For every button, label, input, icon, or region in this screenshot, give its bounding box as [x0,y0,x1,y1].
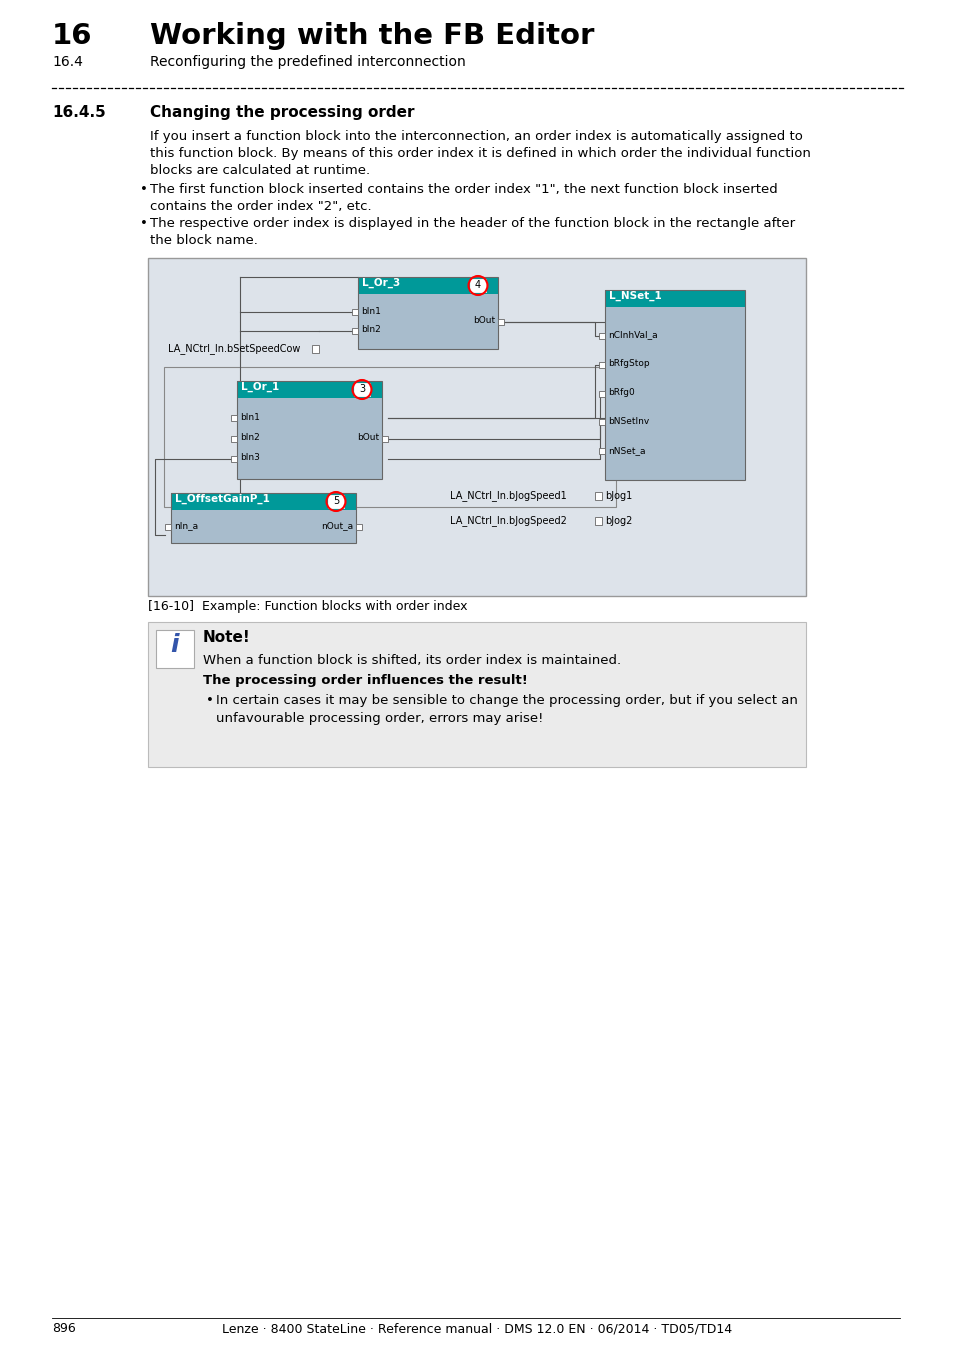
Text: 4: 4 [475,279,480,290]
Text: bNSetInv: bNSetInv [607,417,649,425]
Text: Lenze · 8400 StateLine · Reference manual · DMS 12.0 EN · 06/2014 · TD05/TD14: Lenze · 8400 StateLine · Reference manua… [222,1322,731,1335]
Bar [352,328,357,333]
Bar [604,290,744,306]
Text: The processing order influences the result!: The processing order influences the resu… [203,674,527,687]
Bar [312,346,318,352]
Text: bIn2: bIn2 [240,433,259,441]
Text: 16: 16 [52,22,92,50]
Bar [328,495,344,508]
Text: •: • [140,217,148,230]
Text: L_OffsetGainP_1: L_OffsetGainP_1 [174,494,270,505]
Bar [231,416,236,421]
Text: the block name.: the block name. [150,234,257,247]
Text: nOut_a: nOut_a [320,521,353,531]
Bar [357,277,497,294]
Bar [598,390,604,397]
Text: unfavourable processing order, errors may arise!: unfavourable processing order, errors ma… [215,711,543,725]
Bar [497,319,503,324]
Text: nClnhVal_a: nClnhVal_a [607,331,657,339]
Text: bIn3: bIn3 [240,454,259,462]
Bar [171,493,355,543]
Text: nIn_a: nIn_a [173,521,198,531]
Bar [598,420,604,425]
Bar [598,448,604,454]
Bar [148,258,805,595]
Text: If you insert a function block into the interconnection, an order index is autom: If you insert a function block into the … [150,130,802,143]
Text: Reconfiguring the predefined interconnection: Reconfiguring the predefined interconnec… [150,55,465,69]
Text: bOut: bOut [473,316,495,325]
Text: Note!: Note! [203,630,251,645]
Text: contains the order index "2", etc.: contains the order index "2", etc. [150,200,372,213]
Text: L_Or_3: L_Or_3 [361,278,400,289]
Text: bRfg0: bRfg0 [607,387,634,397]
Text: LA_NCtrl_In.bJogSpeed2: LA_NCtrl_In.bJogSpeed2 [450,516,566,526]
Text: bJog2: bJog2 [604,516,632,526]
Text: this function block. By means of this order index it is defined in which order t: this function block. By means of this or… [150,147,810,161]
Text: blocks are calculated at runtime.: blocks are calculated at runtime. [150,163,370,177]
Bar [236,381,381,398]
Bar [236,381,381,479]
Bar [354,383,370,396]
Bar [352,309,357,316]
Text: bOut: bOut [356,433,378,441]
Text: 16.4: 16.4 [52,55,83,69]
Text: 3: 3 [358,383,365,394]
Text: 5: 5 [333,495,338,506]
Bar [231,456,236,462]
Bar [598,362,604,367]
Text: L_NSet_1: L_NSet_1 [608,292,661,301]
Bar [236,398,381,479]
Text: 896: 896 [52,1322,75,1335]
Text: L_Or_1: L_Or_1 [241,382,279,393]
Text: [16-10]  Example: Function blocks with order index: [16-10] Example: Function blocks with or… [148,599,467,613]
Bar [604,290,744,481]
Bar [231,436,236,441]
Text: Working with the FB Editor: Working with the FB Editor [150,22,594,50]
Text: •: • [206,694,213,707]
Bar [357,277,497,350]
Bar [357,294,497,350]
Text: Changing the processing order: Changing the processing order [150,105,414,120]
Bar [165,524,171,529]
Bar [164,367,616,508]
Text: bIn1: bIn1 [360,306,380,316]
Bar [470,279,485,292]
Bar [598,333,604,339]
Bar [171,493,355,510]
Text: LA_NCtrl_In.bJogSpeed1: LA_NCtrl_In.bJogSpeed1 [450,490,566,501]
Bar [355,524,361,529]
Text: bIn1: bIn1 [240,413,259,421]
Text: bIn2: bIn2 [360,325,380,335]
Bar [381,436,388,441]
Text: LA_NCtrl_In.bSetSpeedCow: LA_NCtrl_In.bSetSpeedCow [168,343,300,355]
Text: The respective order index is displayed in the header of the function block in t: The respective order index is displayed … [150,217,794,230]
Bar [604,306,744,481]
Text: The first function block inserted contains the order index "1", the next functio: The first function block inserted contai… [150,184,777,196]
Text: nNSet_a: nNSet_a [607,446,645,455]
Text: bJog1: bJog1 [604,491,632,501]
Bar [595,517,601,525]
Bar [148,622,805,767]
Text: In certain cases it may be sensible to change the processing order, but if you s: In certain cases it may be sensible to c… [215,694,797,707]
Text: bRfgStop: bRfgStop [607,359,649,369]
Bar [171,510,355,543]
Text: 16.4.5: 16.4.5 [52,105,106,120]
Text: i: i [171,633,179,657]
Text: •: • [140,184,148,196]
Bar [595,491,601,500]
Bar [156,630,193,668]
Text: When a function block is shifted, its order index is maintained.: When a function block is shifted, its or… [203,653,620,667]
